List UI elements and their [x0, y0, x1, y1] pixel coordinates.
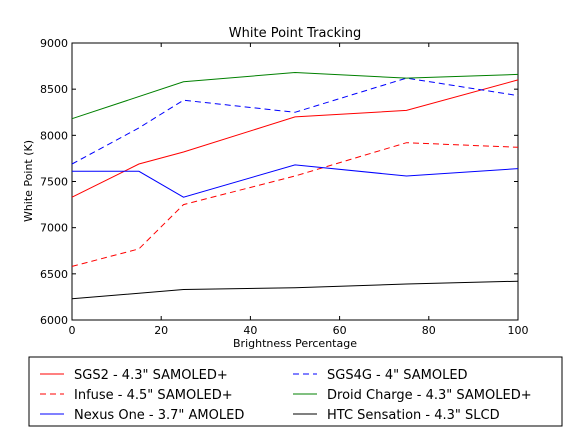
y-tick-label: 8000 — [40, 129, 68, 142]
x-tick-label: 100 — [508, 324, 529, 337]
x-axis-label: Brightness Percentage — [233, 337, 357, 350]
series-line — [71, 71, 519, 120]
x-tick-label: 80 — [422, 324, 436, 337]
legend: SGS2 - 4.3" SAMOLED+ SGS4G - 4" SAMOLED In… — [40, 368, 532, 423]
y-tick-label: 7000 — [40, 222, 68, 235]
series-line — [71, 77, 519, 165]
axis-ticks: 0 20 40 60 80 100 6000 6500 7000 7500 8000 8500 9000 — [40, 37, 529, 337]
series-line — [71, 142, 519, 267]
chart-title: White Point Tracking — [229, 26, 361, 41]
y-tick-label: 6000 — [40, 314, 68, 327]
legend-label: SGS2 - 4.3" SAMOLED+ — [74, 368, 228, 383]
series-lines — [71, 71, 519, 300]
series-line — [71, 79, 519, 198]
series-line — [71, 280, 519, 300]
legend-label: HTC Sensation - 4.3" SLCD — [327, 408, 500, 423]
y-tick-label: 9000 — [40, 37, 68, 50]
y-axis-label: White Point (K) — [22, 140, 35, 222]
x-tick-label: 40 — [243, 324, 257, 337]
x-tick-label: 20 — [154, 324, 168, 337]
y-tick-label: 8500 — [40, 83, 68, 96]
x-tick-label: 60 — [333, 324, 347, 337]
y-tick-label: 6500 — [40, 268, 68, 281]
x-tick-label: 0 — [69, 324, 76, 337]
legend-label: SGS4G - 4" SAMOLED — [327, 368, 468, 383]
series-line — [72, 164, 519, 198]
legend-label: Droid Charge - 4.3" SAMOLED+ — [327, 388, 532, 403]
legend-label: Infuse - 4.5" SAMOLED+ — [74, 388, 233, 403]
plot-area — [71, 42, 519, 321]
legend-label: Nexus One - 3.7" AMOLED — [74, 408, 244, 423]
y-tick-label: 7500 — [40, 176, 68, 189]
